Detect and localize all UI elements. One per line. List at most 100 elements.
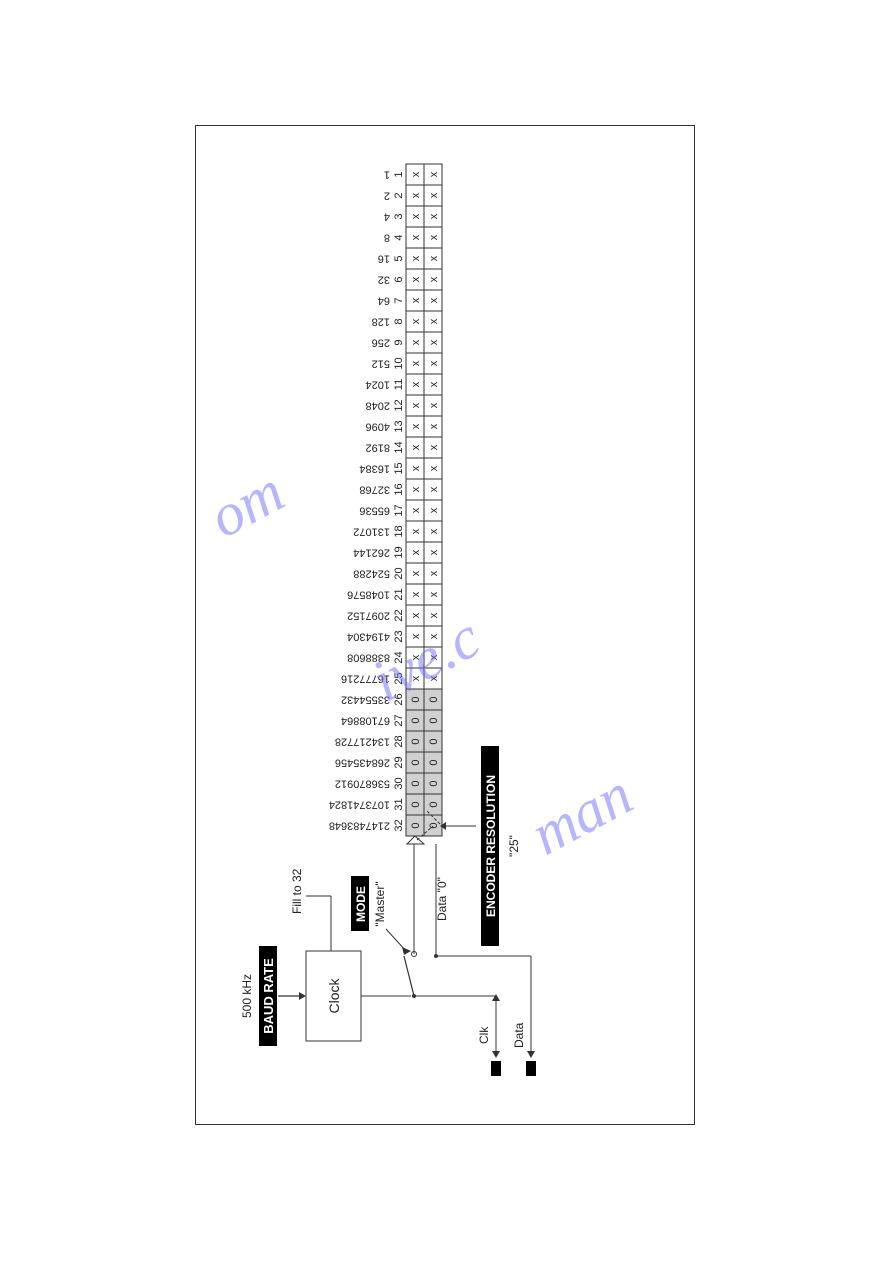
bit-index: 3 <box>393 213 405 219</box>
fillto32-label: Fill to 32 <box>290 868 304 914</box>
bit-weight: 1 <box>384 169 390 181</box>
bit-value: 0 <box>410 780 422 786</box>
bit-value: x <box>410 528 422 534</box>
bit-index: 6 <box>393 276 405 282</box>
bit-value: x <box>428 612 440 618</box>
bit-value: x <box>410 486 422 492</box>
bit-weight: 8 <box>384 232 390 244</box>
bit-table: 0032214748364800311073741824003053687091… <box>329 164 442 836</box>
figure-frame: 0032214748364800311073741824003053687091… <box>195 125 695 1125</box>
bit-value: x <box>410 318 422 324</box>
bit-index: 11 <box>393 379 405 390</box>
bit-value: x <box>428 465 440 471</box>
bit-value: x <box>428 423 440 429</box>
bit-index: 12 <box>393 399 405 411</box>
bit-weight: 134217728 <box>335 736 390 748</box>
bit-weight: 1073741824 <box>329 799 390 811</box>
bit-index: 31 <box>393 798 405 810</box>
bit-value: 0 <box>428 780 440 786</box>
clk-switch-arm <box>404 956 414 996</box>
clk-arrowR <box>492 994 500 1001</box>
data0-label: Data "0" <box>435 877 449 921</box>
bit-value: x <box>410 612 422 618</box>
bit-value: x <box>428 507 440 513</box>
bit-index: 7 <box>393 297 405 303</box>
bit-weight: 268435456 <box>335 757 390 769</box>
bit-value: x <box>410 507 422 513</box>
baud-rate-label: BAUD RATE <box>261 958 276 1034</box>
bit-value: x <box>410 171 422 177</box>
bit-value: x <box>410 297 422 303</box>
bit-value: x <box>428 402 440 408</box>
bit-value: x <box>410 444 422 450</box>
bit-weight: 65536 <box>359 505 390 517</box>
bit-weight: 4096 <box>366 421 390 433</box>
bit-index: 32 <box>393 819 405 831</box>
bit-index: 24 <box>393 651 405 663</box>
bit-value: 0 <box>410 696 422 702</box>
bit-index: 23 <box>393 630 405 642</box>
encres-label: ENCODER RESOLUTION <box>484 775 498 917</box>
bit-index: 27 <box>393 714 405 726</box>
bit-value: 0 <box>410 801 422 807</box>
bit-weight: 512 <box>372 358 390 370</box>
bit-value: x <box>410 633 422 639</box>
mode-arrow <box>402 947 411 955</box>
bit-value: x <box>428 276 440 282</box>
bit-value: x <box>410 549 422 555</box>
bit-value: x <box>410 570 422 576</box>
bit-value: x <box>410 381 422 387</box>
bit-value: x <box>410 255 422 261</box>
bit-value: x <box>428 255 440 261</box>
bit-weight: 1048576 <box>347 589 390 601</box>
bit-weight: 2048 <box>366 400 390 412</box>
bit-value: x <box>410 402 422 408</box>
bit-value: x <box>410 192 422 198</box>
bit-value: 0 <box>410 738 422 744</box>
bit-value: x <box>410 591 422 597</box>
bit-value: x <box>428 234 440 240</box>
bit-weight: 8192 <box>366 442 390 454</box>
bit-index: 10 <box>393 357 405 369</box>
bit-value: x <box>410 360 422 366</box>
data-pad <box>526 1061 536 1076</box>
bit-value: x <box>410 276 422 282</box>
bit-index: 22 <box>393 609 405 621</box>
bit-value: 0 <box>428 738 440 744</box>
bit-value: x <box>428 528 440 534</box>
data-text: Data <box>512 1022 526 1048</box>
master-label: "Master" <box>373 881 387 926</box>
bit-weight: 33554432 <box>341 694 390 706</box>
bit-value: x <box>428 486 440 492</box>
bit-weight: 256 <box>372 337 390 349</box>
bit-value: x <box>410 423 422 429</box>
bit-weight: 2097152 <box>347 610 390 622</box>
bit-weight: 16777216 <box>341 673 390 685</box>
bit-value: 0 <box>410 759 422 765</box>
bit-value: x <box>428 591 440 597</box>
bit-index: 29 <box>393 756 405 768</box>
diagram-rotated: 0032214748364800311073741824003053687091… <box>0 376 893 876</box>
bit-weight: 1024 <box>366 379 390 391</box>
bit-value: x <box>428 654 440 660</box>
mode-label: MODE <box>354 886 368 922</box>
bit-value: x <box>410 675 422 681</box>
diagram-svg: 0032214748364800311073741824003053687091… <box>196 126 696 1126</box>
bit-value: x <box>410 213 422 219</box>
bit-weight: 32768 <box>359 484 390 496</box>
bit-value: x <box>428 381 440 387</box>
bit-weight: 64 <box>378 295 390 307</box>
bit-value: 0 <box>428 717 440 723</box>
bit-weight: 2 <box>384 190 390 202</box>
bit-index: 20 <box>393 567 405 579</box>
bit-value: x <box>410 234 422 240</box>
bit-index: 9 <box>393 339 405 345</box>
bit-index: 15 <box>393 462 405 474</box>
bit-value: x <box>428 297 440 303</box>
bit-index: 2 <box>393 192 405 198</box>
bit-value: x <box>410 339 422 345</box>
bit-index: 5 <box>393 255 405 261</box>
bit-value: x <box>428 213 440 219</box>
bit-index: 17 <box>393 504 405 516</box>
bit-value: x <box>428 318 440 324</box>
